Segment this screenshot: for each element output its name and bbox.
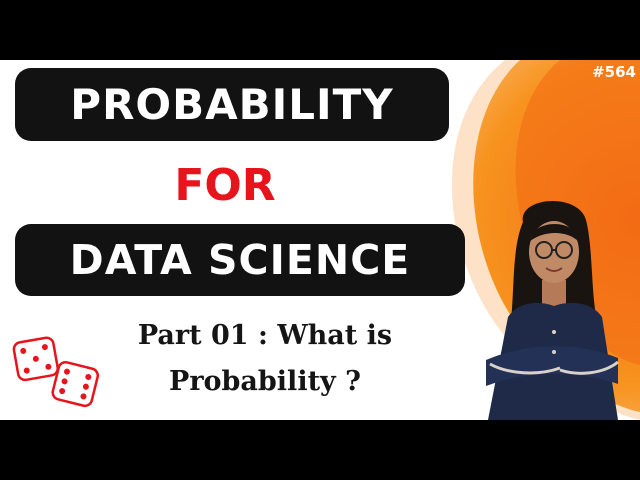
subtitle-line-1: Part 01 : What is <box>137 320 393 351</box>
video-thumbnail[interactable]: PROBABILITY FOR DATA SCIENCE Part 01 : W… <box>0 60 640 420</box>
title-line-for: FOR <box>174 160 276 211</box>
subtitle: Part 01 : What is Probability ? <box>90 313 440 405</box>
dice-icon <box>12 336 100 408</box>
title-line-probability: PROBABILITY <box>15 68 449 141</box>
episode-tag: #564 <box>592 63 636 81</box>
subtitle-line-2: Probability ? <box>169 366 361 397</box>
title-line-data-science: DATA SCIENCE <box>15 224 465 296</box>
presenter-photo <box>486 201 619 420</box>
